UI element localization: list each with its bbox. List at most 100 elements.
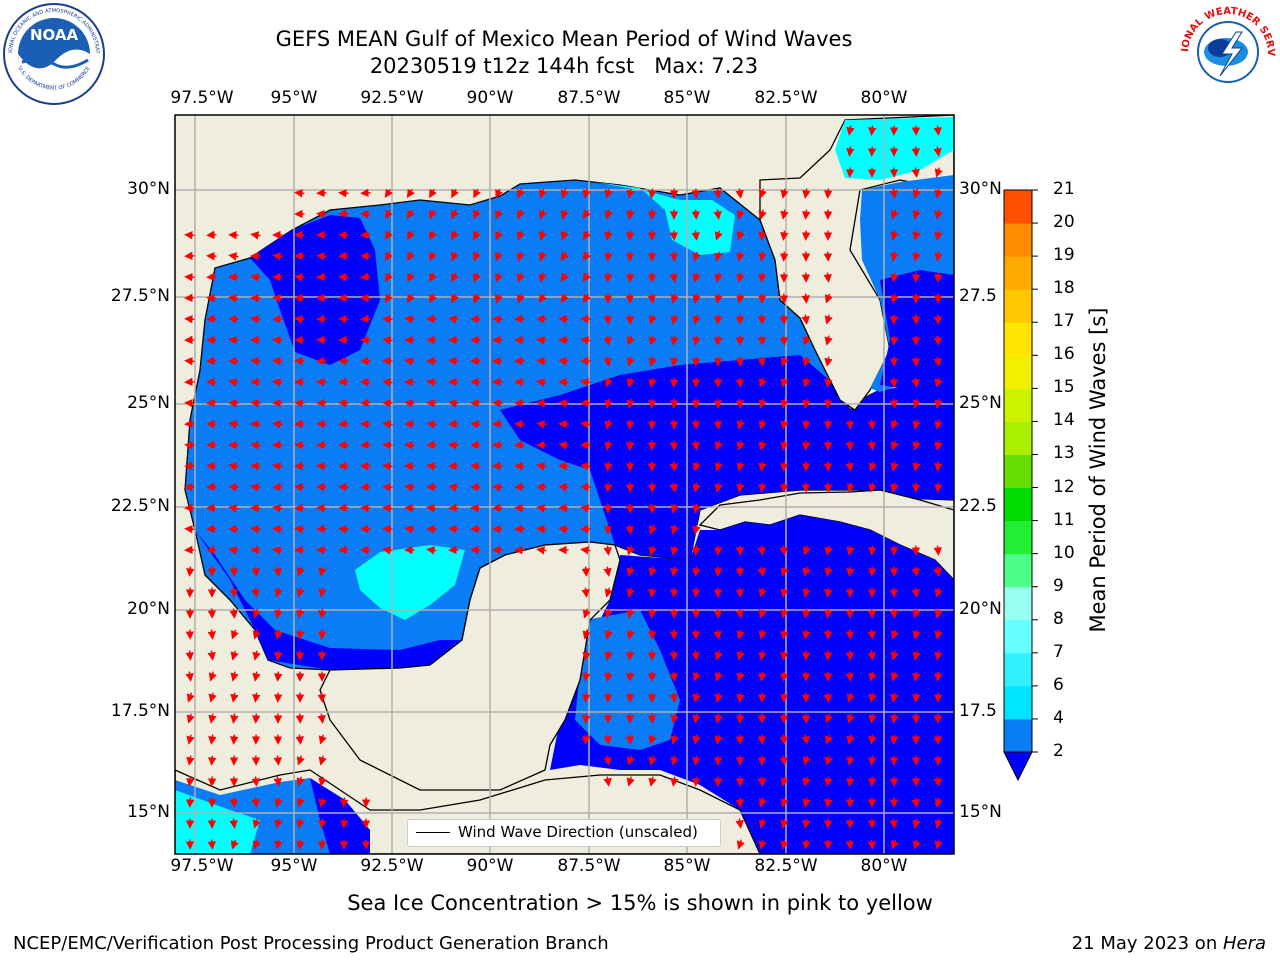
wind-wave-arrow	[250, 273, 261, 282]
lon-label-top-5: 85°W	[663, 88, 711, 108]
wind-wave-arrow	[404, 441, 415, 450]
wind-wave-arrow	[251, 713, 261, 724]
wind-wave-arrow	[934, 188, 943, 199]
wind-wave-arrow	[779, 734, 788, 745]
wind-wave-arrow	[448, 441, 459, 450]
wind-wave-arrow	[495, 230, 503, 241]
wind-wave-arrow	[824, 755, 833, 766]
wind-wave-arrow	[757, 776, 766, 787]
wind-wave-arrow	[692, 671, 701, 682]
wind-wave-arrow	[516, 209, 525, 220]
wind-wave-arrow	[779, 314, 788, 325]
wind-wave-arrow	[735, 188, 744, 199]
lat-label-left-2: 25°N	[127, 393, 170, 413]
wind-wave-arrow	[912, 608, 921, 619]
wind-wave-arrow	[604, 440, 613, 451]
wind-wave-arrow	[714, 440, 723, 451]
wind-wave-arrow	[407, 293, 415, 304]
wind-wave-arrow	[757, 335, 767, 346]
wind-wave-arrow	[626, 419, 635, 430]
wind-wave-arrow	[934, 419, 943, 430]
wind-wave-arrow	[404, 483, 415, 492]
lon-label-bottom-4: 87.5°W	[557, 856, 621, 876]
wind-wave-arrow	[252, 629, 261, 640]
wind-wave-arrow	[429, 293, 437, 304]
wind-wave-arrow	[846, 146, 855, 157]
wind-wave-arrow	[451, 209, 459, 220]
wind-wave-arrow	[251, 566, 260, 577]
wind-wave-arrow	[185, 797, 195, 808]
wind-wave-arrow	[934, 377, 943, 388]
wind-wave-arrow	[451, 293, 459, 304]
wind-wave-arrow	[252, 818, 261, 829]
wind-wave-arrow	[802, 209, 811, 220]
wind-wave-arrow	[691, 440, 700, 451]
wind-wave-arrow	[230, 629, 239, 640]
wind-wave-arrow	[604, 587, 613, 598]
wind-wave-arrow	[251, 776, 260, 787]
wind-wave-arrow	[473, 272, 481, 283]
wind-wave-arrow	[692, 461, 701, 472]
wind-wave-arrow	[868, 755, 877, 766]
wind-wave-arrow	[252, 692, 261, 703]
wind-wave-arrow	[318, 587, 327, 598]
wind-wave-arrow	[318, 776, 327, 787]
wind-wave-arrow	[252, 839, 261, 850]
wind-wave-arrow	[516, 230, 525, 241]
wind-wave-arrow	[186, 566, 195, 577]
wind-wave-arrow	[802, 629, 811, 640]
wind-wave-arrow	[911, 167, 920, 178]
wind-wave-arrow	[228, 378, 239, 387]
wind-wave-arrow	[933, 356, 942, 367]
wind-wave-arrow	[934, 398, 943, 409]
wind-wave-arrow	[228, 546, 239, 555]
wind-wave-arrow	[230, 650, 239, 661]
wind-wave-arrow	[648, 314, 657, 325]
wind-wave-arrow	[536, 504, 547, 513]
wind-wave-arrow	[757, 755, 767, 766]
lat-label-right-5: 17.5	[959, 701, 997, 721]
wind-wave-arrow	[669, 692, 678, 703]
wind-wave-arrow	[318, 566, 327, 577]
colorbar-tick-label: 21	[1053, 179, 1075, 199]
wind-wave-arrow	[338, 398, 349, 408]
wind-wave-arrow	[714, 692, 723, 703]
wind-wave-arrow	[780, 650, 789, 661]
caribbean-water	[550, 515, 954, 854]
wind-wave-arrow	[228, 504, 239, 513]
wind-wave-arrow	[692, 251, 701, 262]
wind-wave-arrow	[582, 272, 591, 283]
wind-wave-arrow	[295, 734, 304, 745]
wind-wave-arrow	[603, 776, 612, 787]
wind-wave-arrow	[802, 377, 811, 388]
wind-wave-arrow	[582, 188, 591, 199]
wind-wave-arrow	[736, 482, 745, 493]
wind-wave-arrow	[560, 188, 569, 199]
wind-wave-arrow	[889, 167, 899, 178]
wind-wave-arrow	[473, 188, 481, 199]
wind-wave-arrow	[516, 272, 525, 283]
wind-wave-arrow	[846, 734, 855, 745]
wind-wave-arrow	[251, 587, 260, 598]
wind-wave-arrow	[867, 629, 876, 640]
wind-wave-arrow	[604, 377, 613, 388]
wind-wave-arrow	[890, 482, 899, 493]
wind-wave-arrow	[429, 230, 437, 241]
wind-wave-arrow	[934, 818, 943, 829]
lat-label-right-4: 20°N	[959, 599, 1002, 619]
wind-wave-arrow	[713, 209, 722, 220]
wind-wave-arrow	[338, 524, 349, 534]
colorbar-segment	[1004, 619, 1032, 654]
wind-wave-arrow	[272, 546, 283, 555]
wind-wave-arrow	[625, 713, 635, 724]
wind-wave-arrow	[494, 293, 503, 304]
footer-host: Hera	[1222, 933, 1266, 954]
wind-wave-arrow	[451, 272, 459, 283]
wind-wave-arrow	[692, 356, 701, 367]
wind-wave-arrow	[185, 650, 194, 661]
wind-wave-arrow	[582, 671, 591, 682]
wind-wave-arrow	[780, 419, 789, 430]
wind-wave-arrow	[758, 188, 767, 199]
wind-wave-arrow	[470, 336, 481, 345]
wind-wave-arrow	[691, 650, 700, 661]
